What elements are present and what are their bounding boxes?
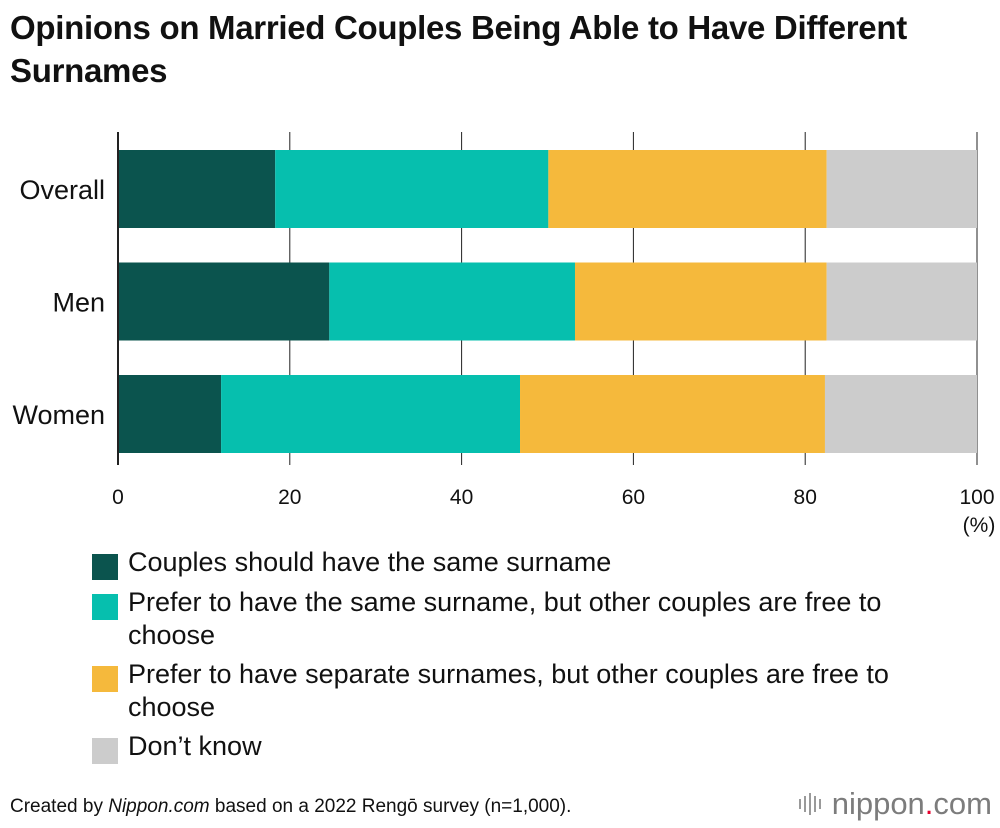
stacked-bar-chart: 0 20 40 60 80 100 (%) Overall Men Women xyxy=(12,132,996,537)
legend-label: Prefer to have separate surnames, but ot… xyxy=(128,659,889,722)
brand-dot: . xyxy=(924,786,934,821)
bar-segment xyxy=(221,375,521,453)
category-label: Men xyxy=(52,288,105,318)
x-tick-label: 80 xyxy=(794,486,817,509)
nippon-logo: nippon. com xyxy=(798,786,992,822)
brand-name: nippon xyxy=(831,786,925,821)
legend-swatch xyxy=(92,738,118,764)
x-tick-label: 40 xyxy=(450,486,473,509)
source-prefix: Created by xyxy=(10,796,109,817)
x-unit-label: (%) xyxy=(963,514,996,537)
legend-item: Prefer to have separate surnames, but ot… xyxy=(92,658,952,724)
brand-mark-icon xyxy=(798,793,824,815)
bar-segment xyxy=(329,262,575,341)
legend-swatch xyxy=(92,554,118,580)
legend-item: Couples should have the same surname xyxy=(92,546,952,580)
chart-legend: Couples should have the same surname Pref… xyxy=(92,546,952,770)
x-tick-label: 100 xyxy=(959,486,994,509)
legend-label: Prefer to have the same surname, but oth… xyxy=(128,587,882,650)
source-name: Nippon.com xyxy=(108,796,210,817)
legend-swatch xyxy=(92,666,118,692)
legend-swatch xyxy=(92,594,118,620)
bar-segment xyxy=(548,150,827,228)
legend-label: Couples should have the same surname xyxy=(128,547,612,577)
x-tick-label: 20 xyxy=(278,486,301,509)
chart-title: Opinions on Married Couples Being Able t… xyxy=(10,9,907,89)
source-note: Created by Nippon.com based on a 2022 Re… xyxy=(10,795,571,819)
category-label: Women xyxy=(12,400,105,430)
legend-item: Don’t know xyxy=(92,730,952,764)
bar-segment xyxy=(275,150,549,228)
source-suffix: based on a 2022 Rengō survey (n=1,000). xyxy=(209,796,572,817)
legend-label: Don’t know xyxy=(128,731,262,761)
bar-segment xyxy=(118,262,330,341)
brand-tld: com xyxy=(933,786,992,821)
bar-segment xyxy=(826,150,977,228)
legend-item: Prefer to have the same surname, but oth… xyxy=(92,586,952,652)
x-tick-label: 0 xyxy=(112,486,124,509)
bar-segment xyxy=(574,262,827,341)
bar-segment xyxy=(118,150,276,228)
bar-segment xyxy=(826,262,977,341)
x-tick-label: 60 xyxy=(622,486,645,509)
bar-segment xyxy=(824,375,977,453)
bar-segment xyxy=(118,375,222,453)
category-label: Overall xyxy=(19,175,105,205)
bar-segment xyxy=(520,375,825,453)
